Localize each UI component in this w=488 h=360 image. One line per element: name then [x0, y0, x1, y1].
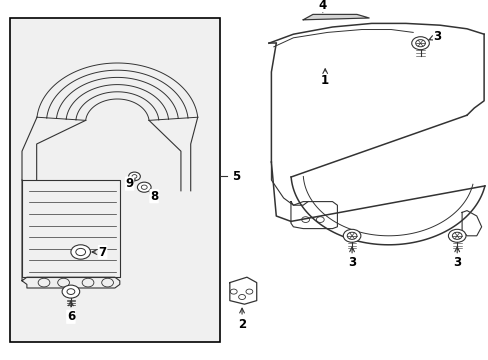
- Text: 3: 3: [347, 247, 355, 269]
- Circle shape: [447, 229, 465, 242]
- Text: 6: 6: [67, 301, 75, 323]
- Bar: [10, 18, 220, 342]
- Text: 7: 7: [92, 246, 106, 258]
- Text: 9: 9: [125, 177, 135, 190]
- Text: 3: 3: [428, 30, 441, 42]
- Circle shape: [343, 229, 360, 242]
- Text: 8: 8: [149, 189, 158, 203]
- Text: 4: 4: [318, 0, 326, 13]
- Text: 5: 5: [232, 170, 240, 183]
- Polygon shape: [303, 14, 368, 20]
- Text: 1: 1: [321, 69, 328, 87]
- Polygon shape: [229, 277, 256, 304]
- Circle shape: [137, 182, 151, 192]
- Circle shape: [128, 172, 140, 181]
- Circle shape: [62, 285, 80, 298]
- Polygon shape: [290, 202, 337, 229]
- Text: 3: 3: [452, 247, 460, 269]
- Text: 2: 2: [238, 308, 245, 330]
- Circle shape: [411, 37, 428, 50]
- Circle shape: [71, 245, 90, 259]
